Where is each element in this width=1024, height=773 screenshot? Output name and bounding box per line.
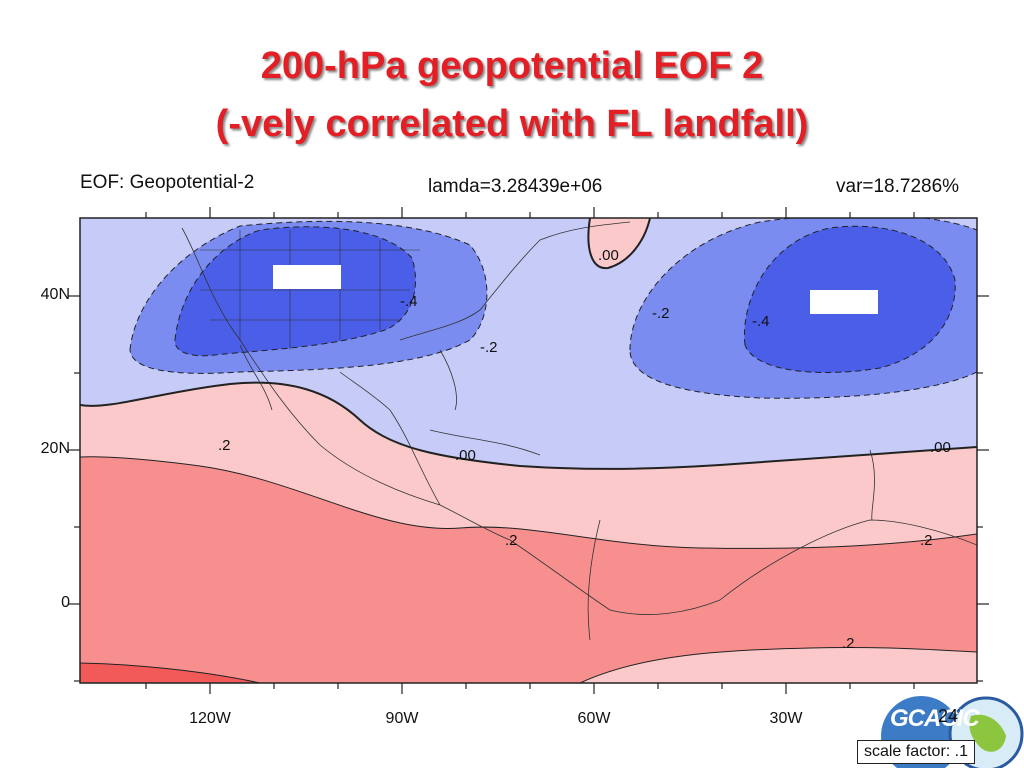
contour-label: .00 (455, 447, 476, 464)
contour-label: .2 (920, 532, 933, 549)
label-box-east (810, 290, 878, 314)
lat-tick-label: 20N (40, 440, 70, 457)
pos-weak-region-northeast (588, 218, 650, 269)
lamda-label: lamda=3.28439e+06 (428, 176, 603, 197)
logo-text: GCACIC (890, 705, 980, 732)
lat-tick-label: 0 (61, 594, 70, 611)
variance-label: var=18.7286% (836, 176, 960, 197)
pos-weak-region-south (580, 647, 977, 683)
contour-label: -.2 (652, 305, 670, 322)
contour-field (80, 218, 977, 683)
lat-tick-label: 40N (40, 286, 70, 303)
eof-label: EOF: Geopotential-2 (80, 172, 255, 193)
slide-subtitle: (-vely correlated with FL landfall) (215, 103, 809, 145)
slide-title: 200-hPa geopotential EOF 2 (260, 45, 764, 87)
contour-label: .2 (842, 635, 855, 652)
contour-label: .2 (218, 437, 231, 454)
lon-tick-label: 60W (577, 710, 611, 727)
axis-ticks (68, 207, 989, 694)
lon-tick-label: 120W (189, 710, 231, 727)
label-box-west (273, 265, 341, 289)
scale-factor-label: scale factor: .1 (857, 740, 975, 764)
lon-tick-label: 30W (769, 710, 803, 727)
state-borders (200, 230, 420, 350)
contour-label: -.2 (480, 339, 498, 356)
pos-strong-region (80, 663, 260, 683)
contour-label: -.4 (752, 313, 770, 330)
contour-label: .2 (505, 532, 518, 549)
lon-tick-label: 90W (385, 710, 419, 727)
contour-label: .00 (598, 247, 619, 264)
neg-strong-region-west (174, 226, 416, 356)
contour-label: -.4 (400, 293, 418, 310)
slide-number: 24 (938, 706, 959, 726)
contour-label: .00 (930, 439, 951, 456)
coastlines (181, 221, 977, 641)
